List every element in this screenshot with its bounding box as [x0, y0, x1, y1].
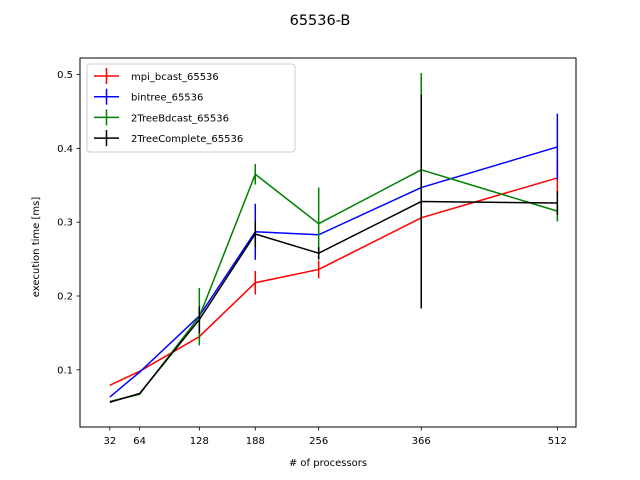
series-mpi_bcast_65536	[109, 160, 559, 386]
legend: mpi_bcast_65536 bintree_65536 2TreeBdcast_…	[86, 63, 296, 153]
legend-label: 2TreeBdcast_65536	[131, 113, 229, 124]
x-tick-label: 188	[246, 436, 265, 447]
chart-title: 65536-B	[290, 13, 351, 29]
y-tick-label: 0.2	[57, 292, 73, 303]
y-tick-label: 0.3	[57, 218, 73, 229]
series-line	[109, 146, 558, 398]
x-tick-label: 512	[548, 436, 567, 447]
x-tick-label: 128	[190, 436, 209, 447]
series-line	[109, 177, 558, 386]
legend-label: 2TreeComplete_65536	[131, 134, 243, 145]
legend-label: mpi_bcast_65536	[131, 72, 219, 83]
y-axis-label: execution time [ms]	[31, 197, 42, 298]
y-axis-ticks: 0.1 0.2 0.3 0.4 0.5	[57, 70, 80, 376]
plot-frame	[79, 57, 577, 428]
y-tick-label: 0.5	[57, 70, 73, 81]
legend-label: bintree_65536	[131, 93, 203, 104]
series-2TreeComplete_65536	[109, 94, 559, 403]
y-tick-label: 0.4	[57, 144, 73, 155]
x-axis-ticks: 32 64 128 188 256 366 512	[103, 427, 567, 447]
x-tick-label: 366	[412, 436, 431, 447]
legend-item: bintree_65536	[94, 88, 203, 105]
legend-item: 2TreeBdcast_65536	[94, 109, 229, 126]
x-tick-label: 256	[309, 436, 328, 447]
plot-area	[109, 73, 559, 403]
legend-box	[86, 63, 296, 153]
legend-item: 2TreeComplete_65536	[94, 130, 243, 147]
y-tick-label: 0.1	[57, 365, 73, 376]
series-bintree_65536	[109, 113, 559, 398]
x-axis-label: # of processors	[289, 458, 367, 469]
series-line	[109, 169, 558, 403]
x-tick-label: 32	[103, 436, 116, 447]
series-line	[109, 200, 558, 403]
x-tick-label: 64	[133, 436, 146, 447]
legend-item: mpi_bcast_65536	[94, 68, 219, 84]
